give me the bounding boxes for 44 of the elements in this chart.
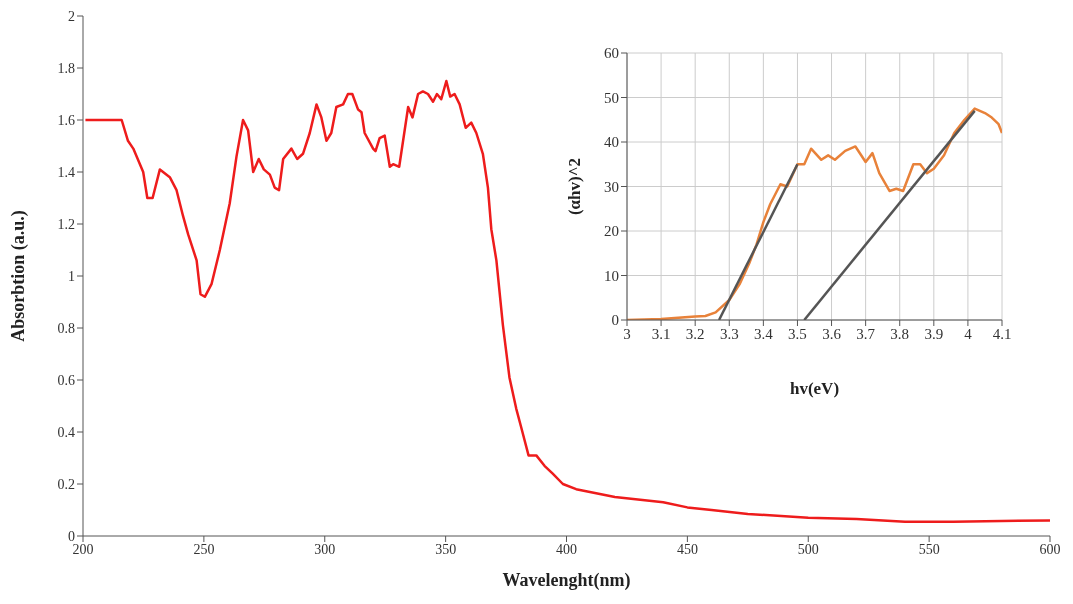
y-axis-title: Absorbtion (a.u.)	[8, 210, 30, 342]
y-tick-label: 20	[604, 223, 619, 240]
y-tick-label: 2	[68, 8, 75, 24]
y-tick-label: 40	[604, 134, 619, 151]
x-tick-label: 600	[1039, 541, 1061, 557]
x-axis-title: Wavelenght(nm)	[502, 570, 631, 591]
x-tick-label: 4.1	[992, 325, 1012, 342]
x-tick-label: 200	[72, 541, 94, 557]
y-tick-label: 0.8	[57, 320, 75, 336]
x-tick-label: 3.6	[822, 325, 842, 342]
y-tick-label: 0	[611, 312, 619, 329]
x-tick-label: 400	[556, 541, 577, 557]
y-tick-label: 50	[604, 89, 619, 106]
x-tick-label: 3.1	[651, 325, 671, 342]
y-tick-label: 60	[604, 45, 619, 62]
x-tick-label: 4	[964, 325, 973, 342]
y-tick-label: 1.4	[57, 164, 75, 180]
y-tick-label: 10	[604, 267, 619, 284]
x-tick-label: 3.8	[890, 325, 910, 342]
x-tick-label: 3	[623, 325, 631, 342]
x-tick-label: 3.5	[788, 325, 807, 342]
x-tick-label: 550	[918, 541, 940, 557]
y-tick-label: 1.8	[57, 60, 75, 76]
x-tick-label: 450	[676, 541, 698, 557]
x-tick-label: 3.4	[753, 325, 774, 342]
x-tick-label: 300	[314, 541, 336, 557]
x-tick-label: 3.9	[924, 325, 944, 342]
y-tick-label: 1	[68, 268, 75, 284]
x-tick-label: 3.2	[685, 325, 705, 342]
y-tick-label: 0.6	[57, 372, 75, 388]
y-tick-label: 0	[68, 528, 75, 544]
y-tick-label: 1.2	[57, 216, 75, 232]
x-axis-title: hv(eV)	[789, 379, 840, 398]
x-tick-label: 250	[193, 541, 215, 557]
x-tick-label: 3.7	[856, 325, 876, 342]
y-tick-label: 30	[604, 178, 619, 195]
x-tick-label: 3.3	[719, 325, 739, 342]
x-tick-label: 500	[797, 541, 819, 557]
y-tick-label: 0.2	[57, 476, 75, 492]
y-tick-label: 1.6	[57, 112, 75, 128]
y-axis-title: (αhv)^2	[565, 157, 585, 216]
y-tick-label: 0.4	[57, 424, 75, 440]
line-series	[84, 79, 1050, 523]
x-tick-label: 350	[435, 541, 457, 557]
